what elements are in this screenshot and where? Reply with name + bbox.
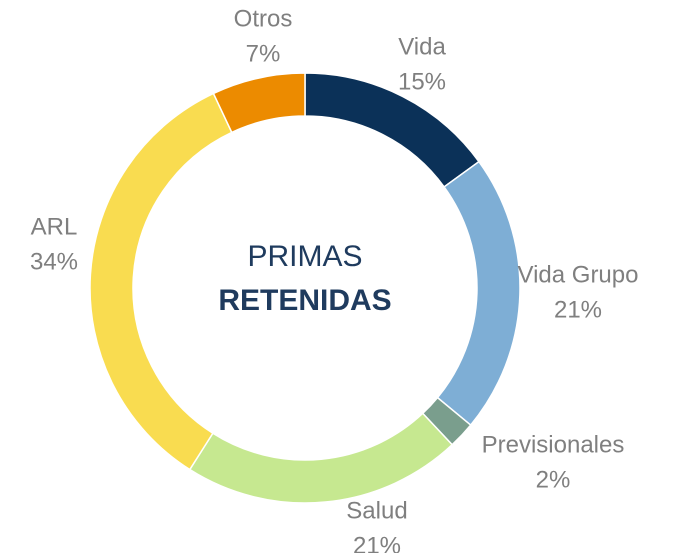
category-label: Otros [234, 5, 293, 32]
donut-segment [212, 72, 306, 134]
value-label: 21% [353, 532, 401, 553]
chart-subtitle: RETENIDAS [218, 284, 391, 317]
value-label: 34% [30, 248, 78, 275]
category-label: Previsionales [482, 431, 625, 458]
donut-segment [304, 72, 480, 188]
category-label: ARL [31, 213, 78, 240]
value-label: 7% [246, 40, 281, 67]
category-label: Vida Grupo [518, 261, 639, 288]
donut-segment [89, 92, 233, 471]
donut-segment [188, 412, 454, 504]
value-label: 15% [398, 68, 446, 95]
category-label: Vida [398, 33, 446, 60]
value-label: 2% [536, 466, 571, 493]
chart-title: PRIMAS [247, 240, 362, 273]
category-label: Salud [346, 497, 407, 524]
value-label: 21% [554, 296, 602, 323]
donut-segment [436, 160, 521, 427]
